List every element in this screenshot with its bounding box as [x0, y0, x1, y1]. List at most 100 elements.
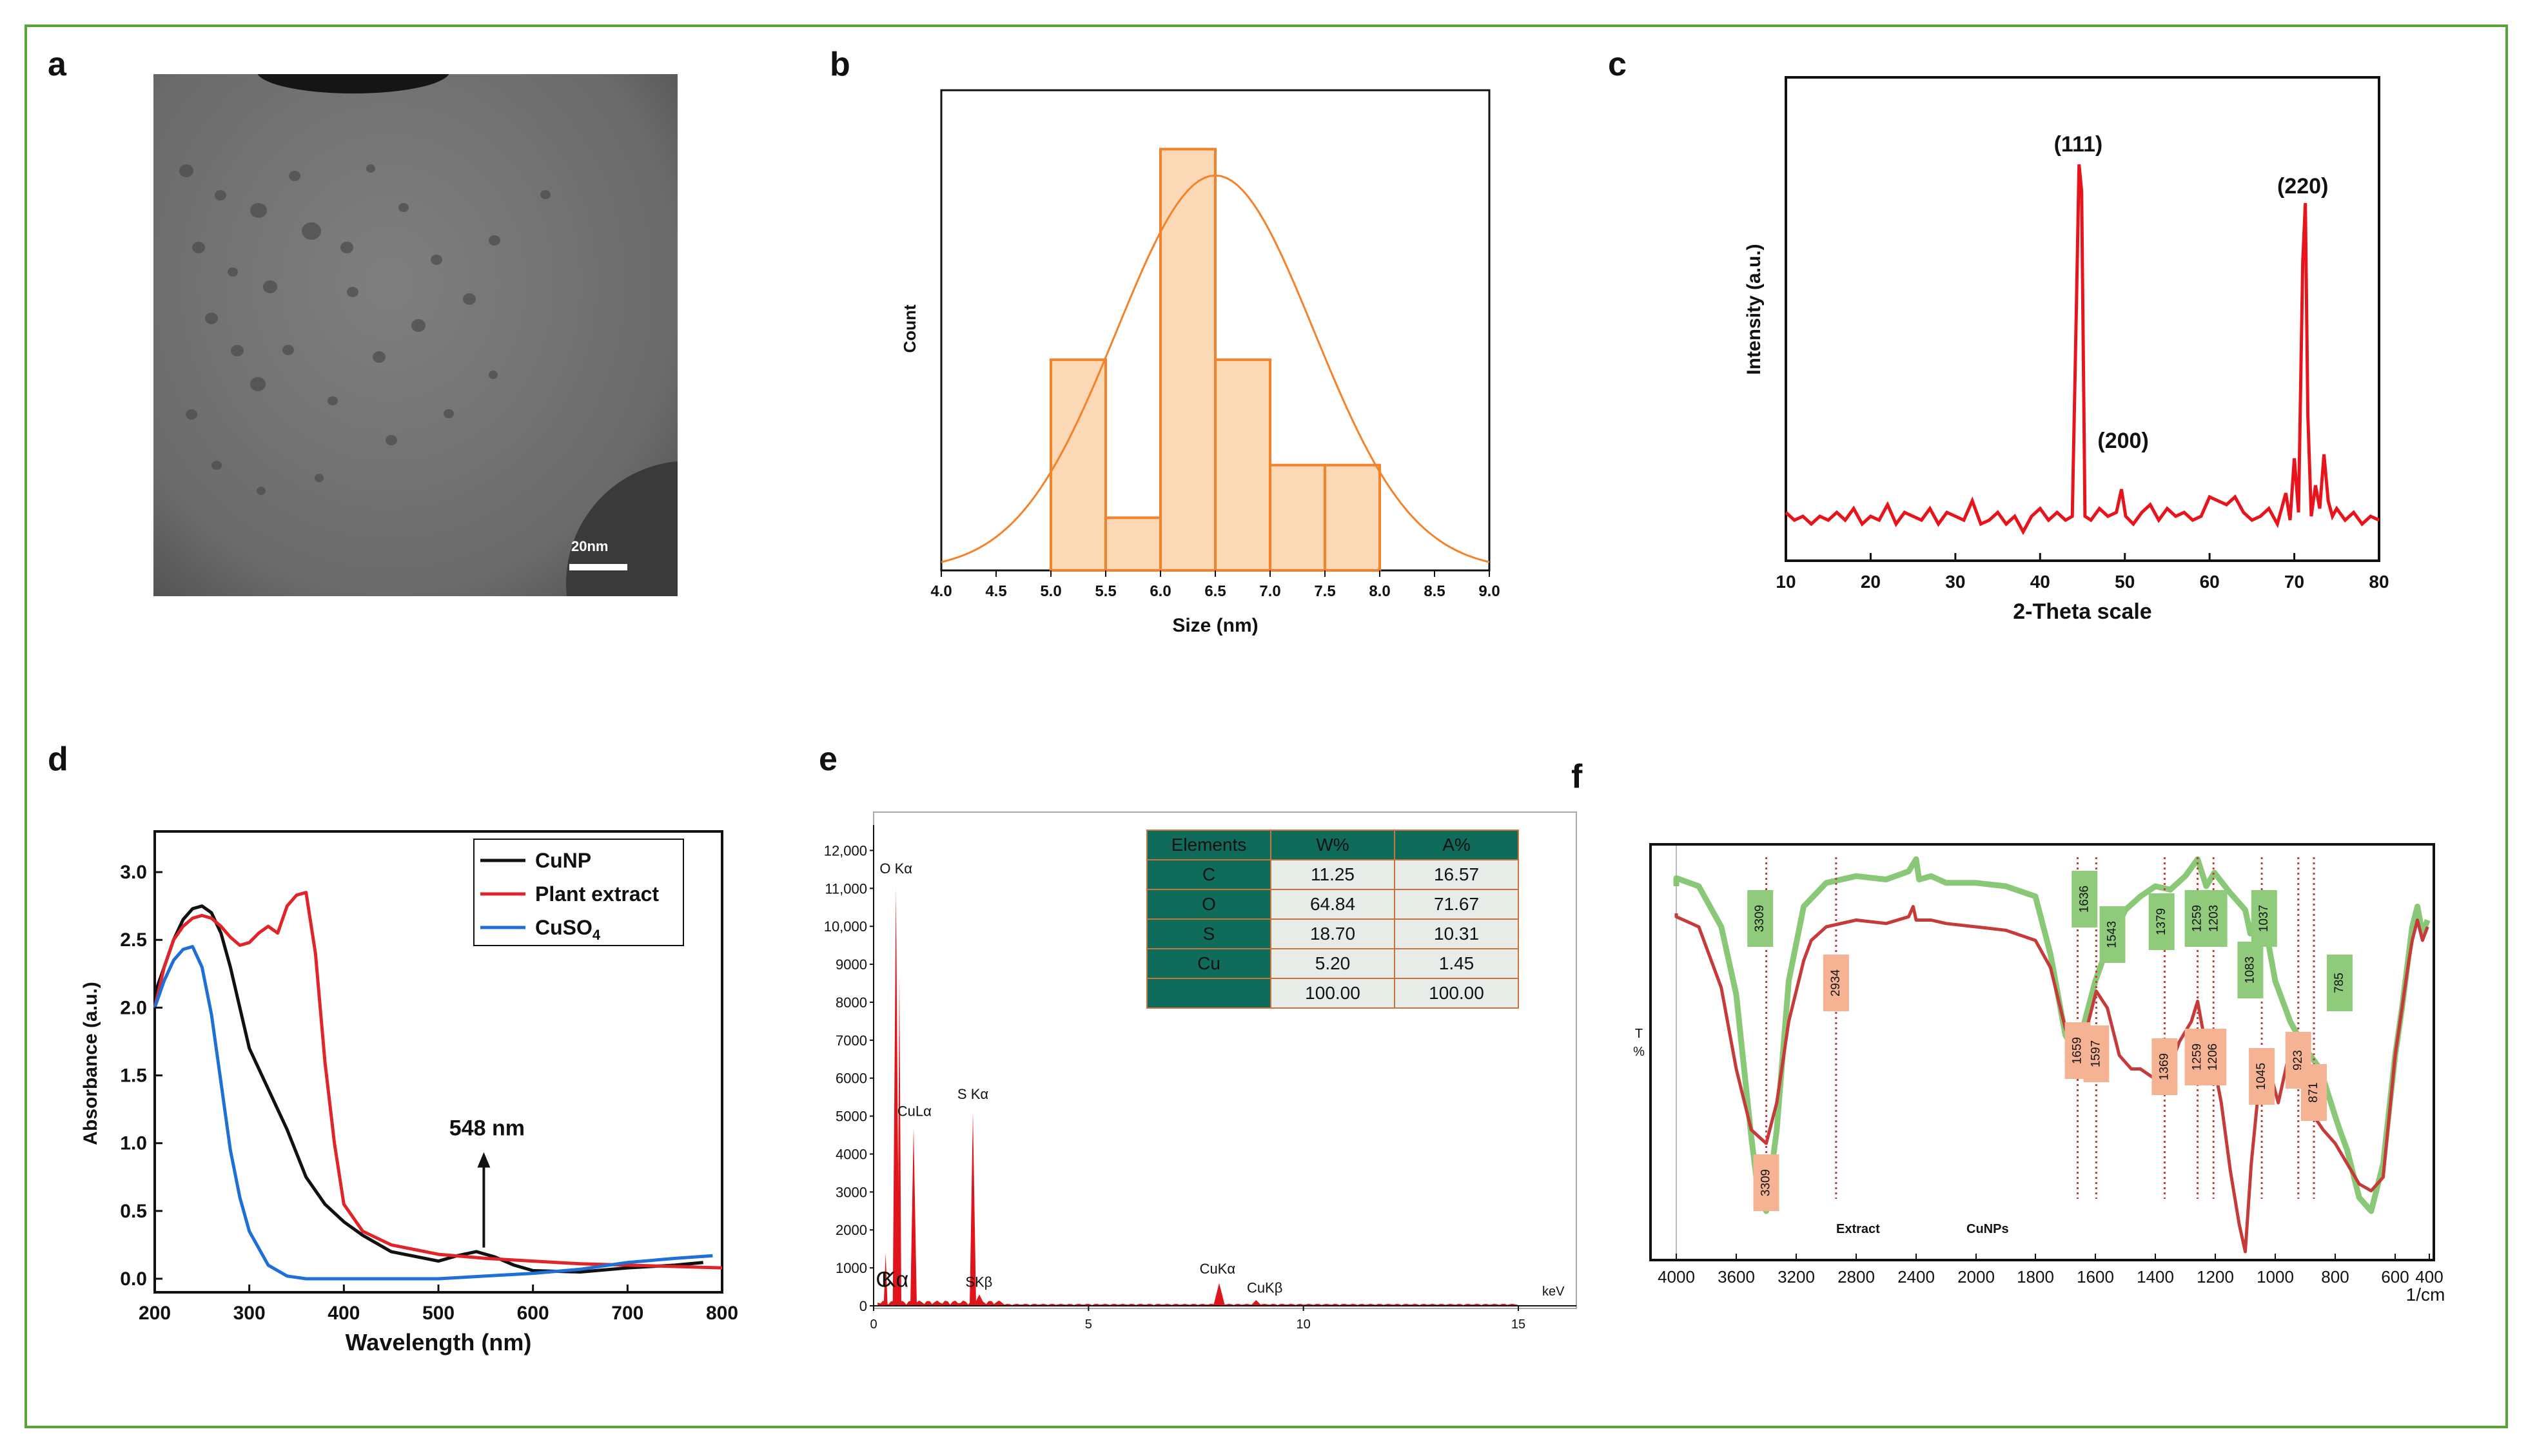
cunps-peak-label: 2934 [1823, 955, 1849, 1011]
x-tick-label: 1000 [2257, 1267, 2294, 1286]
nanoparticle-spot [411, 319, 426, 332]
x-axis-label: keV [1542, 1285, 1565, 1299]
x-axis-label: 1/cm [2406, 1285, 2445, 1305]
panel-label-c: c [1608, 46, 1627, 83]
peak-label: O Kα [879, 860, 912, 877]
table-cell: 64.84 [1270, 889, 1395, 920]
x-tick-label: 5.5 [1095, 583, 1116, 600]
nanoparticle-spot [373, 351, 386, 363]
table-cell: 16.57 [1394, 859, 1519, 890]
table-cell: 71.67 [1394, 889, 1519, 920]
y-axis-label-top: T [1635, 1027, 1643, 1041]
peak-label: Kα [881, 1268, 908, 1292]
table-cell: 5.20 [1270, 948, 1395, 979]
table-cell: C [1146, 859, 1271, 890]
y-axis-label-bottom: % [1633, 1045, 1645, 1059]
eds-element-table: Elements W% A% C 11.25 16.57 O 64.84 71.67 S 18.7… [1146, 830, 1519, 1009]
y-tick-label: 1.5 [120, 1065, 147, 1087]
nanoparticle-spot [347, 287, 358, 298]
x-tick-label: 1400 [2137, 1267, 2174, 1286]
figure-frame [24, 24, 2508, 1428]
table-cell: 100.00 [1270, 978, 1395, 1009]
nanoparticle-spot [463, 293, 476, 305]
nanoparticle-spot [215, 190, 226, 201]
peak-label: CuKβ [1247, 1279, 1282, 1296]
x-tick-label: 6.5 [1204, 583, 1226, 600]
svg-text:1203: 1203 [2208, 905, 2221, 932]
histogram-bar [1050, 358, 1107, 572]
x-tick-label: 8.5 [1424, 583, 1445, 600]
peak-label: C [876, 1268, 892, 1292]
x-tick-label: 3600 [1718, 1267, 1755, 1286]
nanoparticle-spot [263, 280, 277, 293]
size-histogram-chart: 4.0 4.5 5.0 5.5 6.0 6.5 7.0 7.5 8.0 8.5 9.0 Size (… [900, 89, 1500, 636]
nanoparticle-spot [282, 345, 294, 356]
histogram-bar [1324, 463, 1381, 572]
y-tick-label: 9000 [836, 956, 867, 973]
peak-arrow-head [477, 1152, 491, 1168]
svg-text:3309: 3309 [1759, 1169, 1773, 1196]
nanoparticle-spot [489, 235, 500, 246]
eds-spectrum-chart: 0 5 10 15 0 1000 2000 3000 4000 5000 6000 7000 8000 9… [824, 811, 1577, 1332]
tem-scale-bar [569, 564, 627, 570]
histogram-bar [1104, 516, 1162, 572]
y-tick-label: 7000 [836, 1033, 867, 1049]
cunps-peak-label: 1206 [2200, 1029, 2227, 1085]
nanoparticle-spot [231, 345, 244, 356]
tem-dark-region [257, 74, 450, 93]
y-tick-label: 12,000 [824, 842, 867, 859]
x-tick-label: 0 [870, 1317, 877, 1332]
eds-peak [970, 1112, 976, 1306]
x-tick-label: 6.0 [1150, 583, 1171, 600]
plot-frame [1785, 76, 2380, 562]
x-tick-label: 400 [2415, 1267, 2443, 1286]
y-tick-label: 0 [859, 1298, 867, 1314]
nanoparticle-spot [328, 396, 338, 406]
x-axis-label: Wavelength (nm) [346, 1329, 532, 1355]
nanoparticle-spot [386, 435, 397, 446]
svg-text:1597: 1597 [2089, 1040, 2102, 1067]
x-tick-label: 70 [2284, 572, 2304, 592]
y-axis-label: Absorbance (a.u.) [80, 982, 101, 1145]
nanoparticle-spot [302, 222, 321, 240]
extract-peak-label: 785 [2326, 955, 2353, 1011]
panel-label-d: d [48, 741, 68, 778]
x-tick-label: 4000 [1658, 1267, 1695, 1286]
x-tick-label: 5 [1085, 1317, 1092, 1332]
svg-text:1543: 1543 [2106, 921, 2119, 948]
nanoparticle-spot [250, 203, 267, 218]
extract-peak-label: 1636 [2072, 871, 2098, 927]
x-tick-label: 20 [1861, 572, 1881, 592]
table-row: O 64.84 71.67 [1146, 889, 1519, 920]
eds-peak [910, 1127, 917, 1306]
x-tick-label: 300 [233, 1303, 266, 1324]
histogram-bar [1269, 463, 1326, 572]
tem-scale-label: 20nm [571, 538, 609, 554]
nanoparticle-spot [431, 255, 442, 266]
x-tick-label: 4.0 [930, 583, 952, 600]
x-tick-label: 400 [328, 1303, 360, 1324]
y-tick-label: 3.0 [120, 862, 147, 883]
table-cell: 10.31 [1394, 918, 1519, 949]
svg-text:1037: 1037 [2257, 905, 2271, 932]
legend-cunps: CuNPs [1966, 1222, 2009, 1236]
svg-text:1636: 1636 [2077, 886, 2091, 913]
nanoparticle-spot [489, 371, 498, 379]
table-cell: 18.70 [1270, 918, 1395, 949]
extract-peak-label: 1037 [2251, 890, 2277, 947]
y-axis-label: Intensity (a.u.) [1743, 244, 1765, 374]
nanoparticle-spot [250, 377, 266, 391]
nanoparticle-spot [179, 164, 193, 177]
svg-text:1369: 1369 [2157, 1053, 2171, 1080]
cunps-peak-label: 3309 [1753, 1154, 1779, 1211]
nanoparticle-spot [444, 409, 454, 419]
x-tick-label: 10 [1776, 572, 1796, 592]
y-tick-label: 6000 [836, 1071, 867, 1087]
x-tick-label: 40 [2030, 572, 2050, 592]
nanoparticle-spot [540, 190, 551, 200]
table-row: Cu 5.20 1.45 [1146, 948, 1519, 979]
table-cell: 11.25 [1270, 859, 1395, 890]
svg-text:1659: 1659 [2071, 1037, 2084, 1064]
x-tick-label: 700 [611, 1303, 643, 1324]
histogram-bar [1214, 358, 1271, 572]
